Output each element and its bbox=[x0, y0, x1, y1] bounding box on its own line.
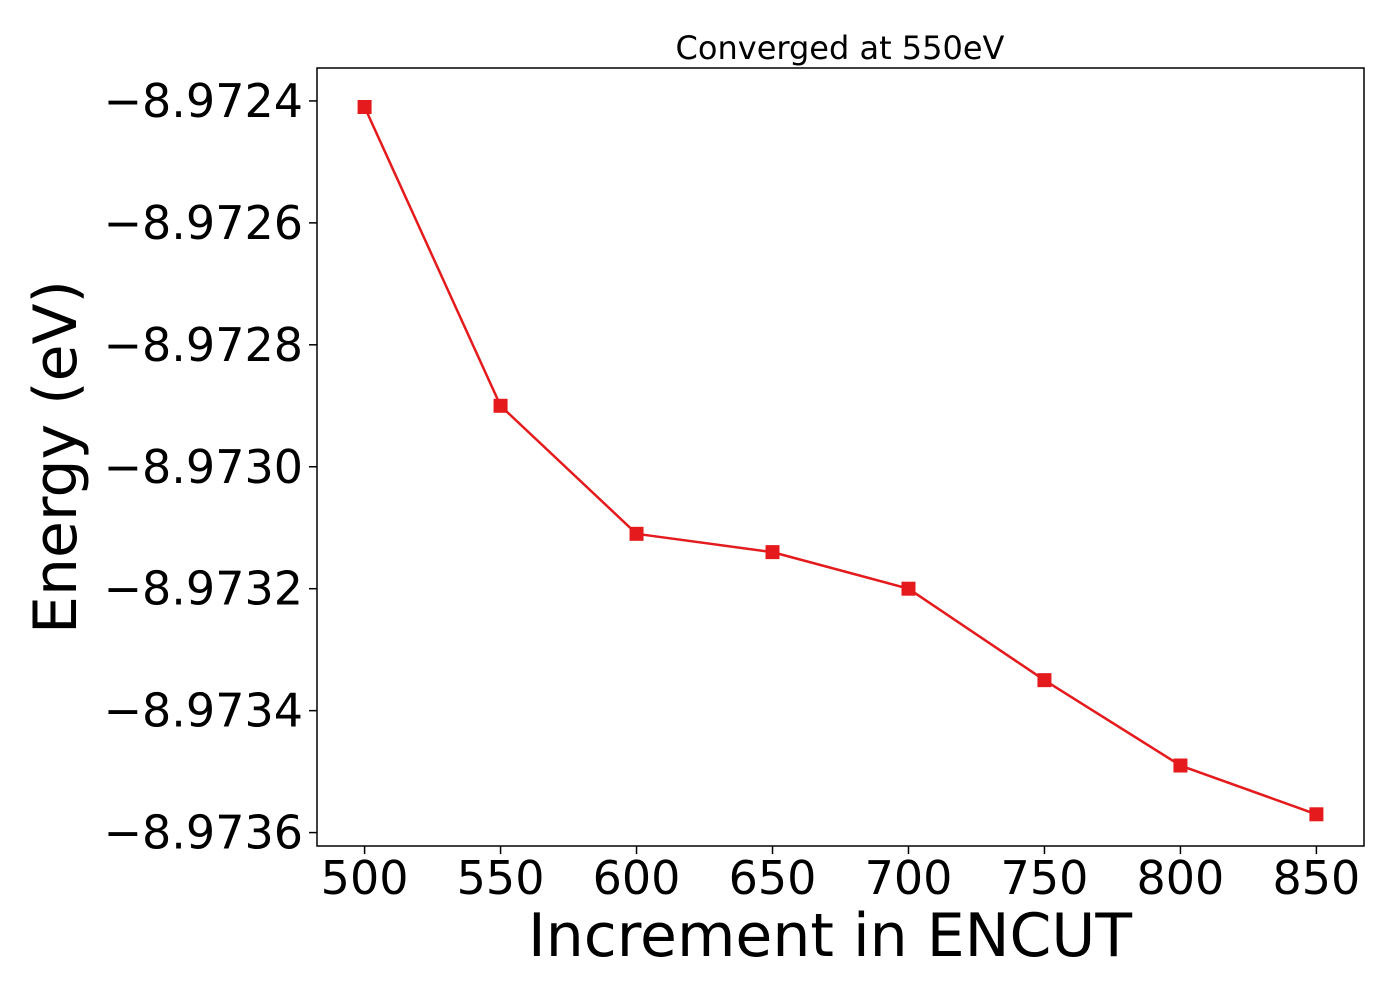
x-tick-label: 650 bbox=[729, 851, 817, 905]
y-axis: −8.9724 −8.9726 −8.9728 −8.9730 −8.9732 −8.97… bbox=[104, 74, 317, 860]
x-tick-label: 500 bbox=[321, 851, 409, 905]
y-tick-label: −8.9730 bbox=[104, 440, 304, 494]
data-point-marker bbox=[1037, 673, 1052, 688]
x-tick-label: 850 bbox=[1273, 851, 1361, 905]
series-layer bbox=[357, 100, 1324, 822]
x-axis-label: Increment in ENCUT bbox=[528, 901, 1132, 971]
data-point-marker bbox=[493, 398, 508, 413]
data-point-marker bbox=[357, 100, 372, 115]
y-tick-label: −8.9724 bbox=[104, 74, 304, 128]
y-tick-label: −8.9736 bbox=[104, 806, 304, 860]
data-point-marker bbox=[1309, 807, 1324, 822]
series-line bbox=[363, 106, 1317, 816]
data-point-marker bbox=[1173, 758, 1188, 773]
x-tick-label: 750 bbox=[1001, 851, 1089, 905]
chart-title: Converged at 550eV bbox=[676, 29, 1005, 67]
y-tick-label: −8.9726 bbox=[104, 196, 304, 250]
data-point-marker bbox=[765, 545, 780, 560]
data-point-marker bbox=[901, 581, 916, 596]
y-tick-label: −8.9728 bbox=[104, 318, 304, 372]
y-tick-label: −8.9734 bbox=[104, 684, 304, 738]
y-tick-label: −8.9732 bbox=[104, 562, 304, 616]
x-tick-label: 600 bbox=[593, 851, 681, 905]
y-axis-label: Energy (eV) bbox=[21, 280, 91, 634]
x-axis: 500 550 600 650 700 750 800 850 bbox=[321, 846, 1361, 905]
x-tick-label: 550 bbox=[457, 851, 545, 905]
x-tick-label: 800 bbox=[1137, 851, 1225, 905]
data-point-marker bbox=[629, 526, 644, 541]
x-tick-label: 700 bbox=[865, 851, 953, 905]
plot-area-frame bbox=[316, 67, 1365, 847]
